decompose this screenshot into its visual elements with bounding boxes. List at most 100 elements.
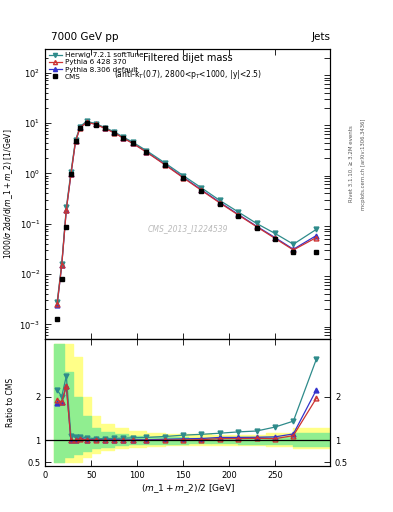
Pythia 6 428 370 <box>121 135 126 141</box>
Herwig 7.2.1 softTune <box>103 124 107 131</box>
Pythia 6 428 370 <box>199 187 204 194</box>
Herwig 7.2.1 softTune <box>236 209 241 215</box>
Text: Rivet 3.1.10, ≥ 3.2M events: Rivet 3.1.10, ≥ 3.2M events <box>349 125 354 202</box>
Text: Filtered dijet mass: Filtered dijet mass <box>143 53 233 63</box>
CMS <box>73 138 78 144</box>
Pythia 8.306 default <box>59 262 64 268</box>
Herwig 7.2.1 softTune <box>94 121 98 127</box>
Pythia 8.306 default <box>314 232 319 239</box>
Pythia 8.306 default <box>68 172 73 178</box>
Pythia 6 428 370 <box>68 172 73 178</box>
Text: Jets: Jets <box>311 32 330 42</box>
Legend: Herwig 7.2.1 softTune, Pythia 6 428 370, Pythia 8.306 default, CMS: Herwig 7.2.1 softTune, Pythia 6 428 370,… <box>48 51 145 81</box>
Herwig 7.2.1 softTune <box>55 298 59 305</box>
Herwig 7.2.1 softTune <box>112 129 116 135</box>
CMS <box>55 315 59 322</box>
CMS <box>273 236 277 242</box>
Pythia 8.306 default <box>217 199 222 205</box>
Line: Pythia 6 428 370: Pythia 6 428 370 <box>55 120 319 307</box>
CMS <box>121 135 126 141</box>
Herwig 7.2.1 softTune <box>254 220 259 226</box>
Pythia 8.306 default <box>73 138 78 144</box>
Text: mcplots.cern.ch [arXiv:1306.3436]: mcplots.cern.ch [arXiv:1306.3436] <box>361 118 366 209</box>
Pythia 6 428 370 <box>73 138 78 144</box>
CMS <box>162 162 167 168</box>
Pythia 8.306 default <box>181 174 185 180</box>
Text: 7000 GeV pp: 7000 GeV pp <box>51 32 119 42</box>
Herwig 7.2.1 softTune <box>162 160 167 166</box>
CMS <box>103 125 107 132</box>
Pythia 8.306 default <box>199 187 204 193</box>
Pythia 6 428 370 <box>59 262 64 268</box>
Pythia 6 428 370 <box>55 301 59 307</box>
CMS <box>84 119 89 125</box>
Pythia 6 428 370 <box>162 161 167 167</box>
Herwig 7.2.1 softTune <box>217 198 222 204</box>
Pythia 8.306 default <box>144 148 149 155</box>
Pythia 6 428 370 <box>94 121 98 127</box>
Pythia 8.306 default <box>64 206 69 212</box>
Pythia 8.306 default <box>103 125 107 131</box>
Herwig 7.2.1 softTune <box>84 118 89 124</box>
CMS <box>314 249 319 255</box>
Pythia 6 428 370 <box>130 140 135 146</box>
Herwig 7.2.1 softTune <box>314 226 319 232</box>
CMS <box>112 130 116 136</box>
CMS <box>217 201 222 207</box>
Text: (anti-k$_T$(0.7), 2800<p$_T$<1000, |y|<2.5): (anti-k$_T$(0.7), 2800<p$_T$<1000, |y|<2… <box>114 68 261 80</box>
Pythia 6 428 370 <box>217 200 222 206</box>
CMS <box>199 188 204 194</box>
Pythia 6 428 370 <box>291 247 296 253</box>
Pythia 8.306 default <box>55 302 59 308</box>
CMS <box>68 172 73 178</box>
Pythia 8.306 default <box>130 140 135 146</box>
Pythia 8.306 default <box>78 124 83 131</box>
Y-axis label: Ratio to CMS: Ratio to CMS <box>6 378 15 427</box>
CMS <box>130 140 135 146</box>
Y-axis label: $1000/\sigma\,2\mathrm{d}\sigma/\mathrm{d}(m\_1+m\_2)$ [1/GeV]: $1000/\sigma\,2\mathrm{d}\sigma/\mathrm{… <box>2 129 15 259</box>
Pythia 8.306 default <box>84 119 89 125</box>
CMS <box>291 249 296 255</box>
Herwig 7.2.1 softTune <box>291 241 296 247</box>
Herwig 7.2.1 softTune <box>59 261 64 267</box>
Pythia 6 428 370 <box>273 236 277 242</box>
Herwig 7.2.1 softTune <box>64 204 69 210</box>
Pythia 8.306 default <box>94 121 98 127</box>
Pythia 6 428 370 <box>78 124 83 131</box>
Herwig 7.2.1 softTune <box>181 173 185 179</box>
Herwig 7.2.1 softTune <box>199 185 204 191</box>
X-axis label: $(m\_1 + m\_2) / 2$ [GeV]: $(m\_1 + m\_2) / 2$ [GeV] <box>141 482 235 495</box>
Pythia 6 428 370 <box>254 224 259 230</box>
Pythia 8.306 default <box>291 246 296 252</box>
CMS <box>64 224 69 230</box>
CMS <box>236 213 241 219</box>
Herwig 7.2.1 softTune <box>273 230 277 237</box>
Pythia 6 428 370 <box>64 206 69 212</box>
Pythia 8.306 default <box>236 211 241 218</box>
Pythia 8.306 default <box>273 234 277 241</box>
Pythia 6 428 370 <box>144 149 149 155</box>
Pythia 6 428 370 <box>103 125 107 132</box>
Text: CMS_2013_I1224539: CMS_2013_I1224539 <box>147 224 228 233</box>
Pythia 8.306 default <box>121 135 126 141</box>
Herwig 7.2.1 softTune <box>68 169 73 175</box>
CMS <box>78 125 83 132</box>
Herwig 7.2.1 softTune <box>144 147 149 154</box>
Pythia 6 428 370 <box>236 212 241 218</box>
Pythia 6 428 370 <box>84 119 89 125</box>
CMS <box>181 175 185 181</box>
CMS <box>94 121 98 127</box>
Line: Herwig 7.2.1 softTune: Herwig 7.2.1 softTune <box>55 119 319 304</box>
Pythia 8.306 default <box>162 161 167 167</box>
CMS <box>254 225 259 231</box>
Herwig 7.2.1 softTune <box>121 134 126 140</box>
Pythia 8.306 default <box>112 130 116 136</box>
CMS <box>144 149 149 155</box>
Pythia 6 428 370 <box>112 130 116 136</box>
Herwig 7.2.1 softTune <box>78 123 83 130</box>
Pythia 8.306 default <box>254 223 259 229</box>
Herwig 7.2.1 softTune <box>73 137 78 143</box>
CMS <box>59 276 64 282</box>
Pythia 6 428 370 <box>314 234 319 241</box>
Line: Pythia 8.306 default: Pythia 8.306 default <box>55 120 319 308</box>
